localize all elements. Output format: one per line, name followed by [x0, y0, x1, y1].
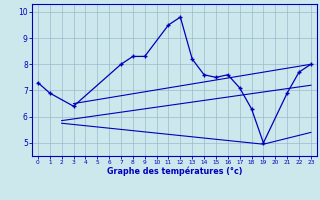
X-axis label: Graphe des températures (°c): Graphe des températures (°c)	[107, 167, 242, 176]
